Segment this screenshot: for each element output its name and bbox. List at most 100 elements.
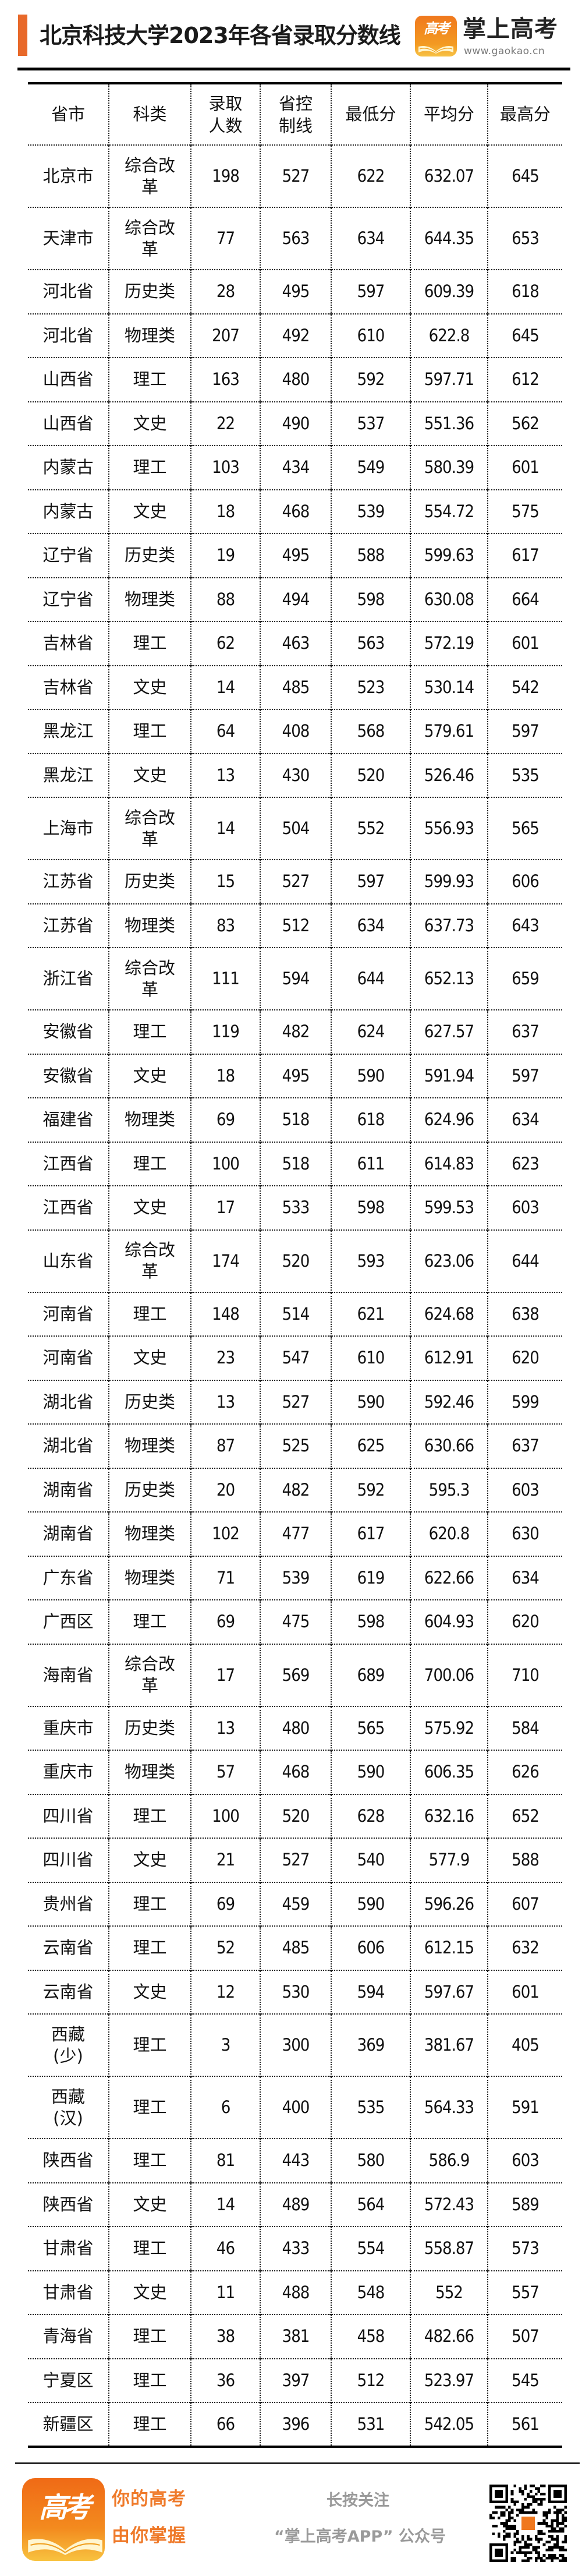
qr-module [527, 2556, 530, 2560]
qr-module [513, 2524, 516, 2528]
cell-province-text: 辽宁省 [42, 589, 94, 609]
cell-category: 理工 [108, 2314, 191, 2359]
qr-module [529, 2503, 533, 2506]
cell-category: 物理类 [108, 903, 191, 948]
cell-avg-score-text: 597.67 [424, 1981, 474, 2002]
qr-module [532, 2497, 535, 2501]
qr-module [508, 2532, 511, 2536]
qr-module [548, 2529, 551, 2533]
cell-admitted-text: 87 [216, 1436, 235, 1456]
cell-control-line-text: 569 [282, 1665, 310, 1685]
cell-avg-score-text: 554.72 [424, 501, 474, 521]
qr-module [500, 2511, 503, 2514]
cell-category-text: 文史 [133, 2282, 167, 2302]
cell-province-text: 安徽省 [42, 1065, 94, 1086]
cell-category: 理工 [108, 1009, 191, 1054]
cell-admitted-text: 19 [216, 545, 235, 566]
qr-module [551, 2549, 554, 2552]
qr-finder [553, 2490, 562, 2498]
qr-module [521, 2559, 524, 2562]
qr-module [516, 2508, 519, 2511]
qr-module [502, 2522, 506, 2525]
table-row: 四川省 文史 21 527 540 577.9 588 [28, 1838, 562, 1882]
qr-module [556, 2540, 559, 2543]
cell-admitted-text: 18 [216, 1065, 235, 1086]
cell-admitted-text: 21 [216, 1850, 235, 1870]
cell-province-text: 河南省 [42, 1303, 94, 1324]
cell-min-score: 611 [331, 1141, 410, 1186]
cell-province: 四川省 [28, 1793, 109, 1838]
cell-province: 贵州省 [28, 1881, 109, 1926]
cell-min-score-text: 512 [357, 2370, 385, 2390]
cell-province: 安徽省 [28, 1009, 109, 1054]
cell-avg-score-text: 596.26 [424, 1893, 474, 1914]
qr-module [510, 2500, 514, 2504]
cell-province: 黑龙江 [28, 752, 109, 797]
qr-module [510, 2524, 514, 2528]
qr-module [495, 2506, 498, 2509]
qr-module [529, 2538, 533, 2541]
cell-avg-score-text: 591.94 [424, 1065, 474, 1086]
cell-max-score: 573 [487, 2226, 562, 2271]
cell-max-score: 603 [487, 1185, 562, 1230]
cell-admitted-text: 38 [216, 2326, 235, 2347]
cell-category: 物理类 [108, 1555, 191, 1600]
cell-category-text: 理工 [133, 1805, 167, 1826]
cell-category-text: 理工 [133, 721, 167, 741]
cell-control-line-text: 492 [282, 325, 310, 345]
cell-min-score: 597 [331, 269, 410, 314]
cell-max-score: 575 [487, 489, 562, 533]
cell-control-line: 533 [260, 1185, 331, 1230]
qr-module [556, 2538, 559, 2541]
cell-admitted: 18 [190, 489, 260, 533]
cell-control-line-text: 518 [282, 1153, 310, 1174]
cell-admitted: 87 [190, 1423, 260, 1468]
qr-module [534, 2546, 538, 2549]
cell-category: 理工 [108, 2013, 191, 2076]
cell-max-score-text: 659 [512, 969, 540, 988]
cell-control-line-text: 494 [282, 589, 310, 609]
cell-control-line: 482 [260, 1467, 331, 1512]
cell-admitted: 83 [190, 903, 260, 948]
cell-min-score-text: 531 [357, 2414, 385, 2434]
cell-admitted: 20 [190, 1467, 260, 1512]
cell-admitted: 36 [190, 2358, 260, 2402]
cell-avg-score-text: 592.46 [424, 1391, 474, 1412]
cell-admitted-text: 15 [216, 871, 235, 892]
cell-min-score-text: 548 [357, 2282, 385, 2302]
cell-province-text: 浙江省 [42, 969, 94, 988]
qr-module [508, 2519, 511, 2522]
qr-module [513, 2559, 516, 2562]
cell-control-line: 463 [260, 621, 331, 666]
cell-admitted-text: 22 [216, 413, 235, 433]
cell-admitted: 52 [190, 1925, 260, 1970]
cell-control-line-text: 480 [282, 1718, 310, 1738]
gaokao-logo-icon: 高考 [415, 16, 457, 56]
cell-avg-score: 586.9 [410, 2138, 488, 2183]
qr-module [513, 2556, 516, 2560]
qr-module [516, 2538, 519, 2541]
cell-control-line-text: 547 [282, 1348, 310, 1368]
cell-province-text: 山西省 [42, 369, 94, 390]
cell-max-score-text: 664 [512, 589, 540, 609]
cell-control-line: 408 [260, 709, 331, 754]
qr-module [508, 2524, 511, 2528]
qr-module [524, 2546, 527, 2549]
qr-module [534, 2538, 538, 2541]
qr-code[interactable] [489, 2485, 567, 2562]
qr-module [559, 2511, 562, 2514]
cell-province: 河南省 [28, 1335, 109, 1380]
qr-module [545, 2540, 548, 2543]
cell-province-text: 海南省 [42, 1665, 94, 1685]
table-row: 江苏省 物理类 83 512 634 637.73 643 [28, 903, 562, 948]
qr-module [537, 2538, 541, 2541]
cell-admitted: 103 [190, 445, 260, 490]
cell-avg-score: 542.05 [410, 2402, 488, 2447]
cell-min-score: 539 [331, 489, 410, 533]
follow-account-name: “掌上高考APP” 公众号 [274, 2528, 446, 2546]
cell-control-line-text: 520 [282, 1805, 310, 1826]
qr-module [561, 2508, 565, 2511]
cell-max-score-text: 601 [512, 1981, 540, 2002]
cell-province-text: 内蒙古 [42, 457, 94, 478]
qr-module [492, 2524, 495, 2528]
